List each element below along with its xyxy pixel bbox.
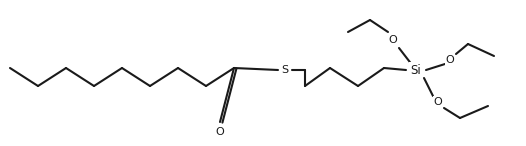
Text: O: O — [216, 127, 225, 137]
Text: S: S — [281, 65, 289, 75]
Text: Si: Si — [411, 64, 421, 77]
Text: O: O — [389, 35, 397, 45]
Text: O: O — [433, 97, 442, 107]
Text: O: O — [446, 55, 454, 65]
